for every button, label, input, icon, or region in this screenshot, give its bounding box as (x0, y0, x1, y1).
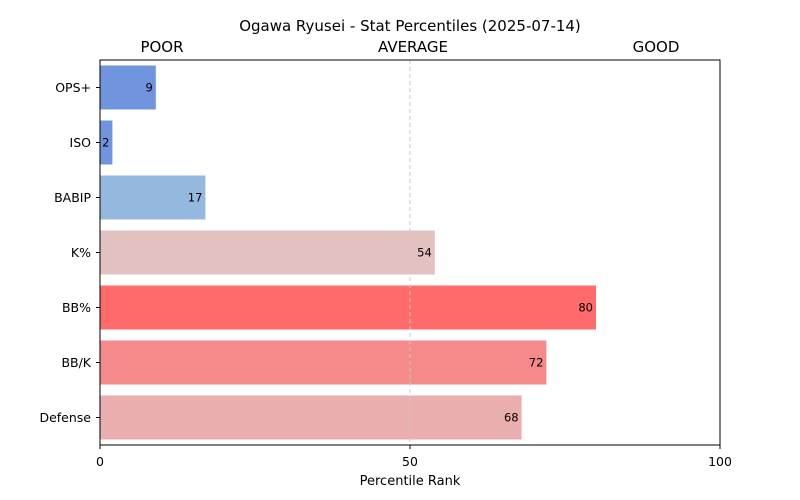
x-tick-label: 0 (96, 454, 104, 469)
x-tick-label: 50 (402, 454, 418, 469)
chart-title: Ogawa Ryusei - Stat Percentiles (2025-07… (239, 17, 581, 35)
bar-ops- (100, 65, 156, 110)
zone-label-good: GOOD (633, 38, 680, 56)
x-axis-label: Percentile Rank (360, 474, 461, 489)
y-tick-label: BB/K (61, 355, 91, 370)
y-tick-label: Defense (39, 410, 91, 425)
bar-babip (100, 175, 206, 220)
y-tick-label: BB% (62, 300, 91, 315)
bar-value-label: 68 (504, 411, 519, 425)
bar-value-label: 54 (417, 246, 432, 260)
bars-layer: 9 2 17 54 80 72 68 (100, 65, 596, 440)
x-axis: 0 50 100 (96, 445, 732, 469)
bar-value-label: 72 (529, 356, 544, 370)
bar-bb- (100, 285, 596, 330)
bar-value-label: 80 (578, 301, 593, 315)
bar-defense (100, 395, 522, 440)
y-tick-label: ISO (70, 135, 92, 150)
y-tick-label: BABIP (54, 190, 91, 205)
bar-bb-k (100, 340, 547, 385)
x-tick-label: 100 (708, 454, 732, 469)
bar-value-label: 9 (145, 81, 152, 95)
y-tick-label: OPS+ (55, 80, 91, 95)
zone-label-average: AVERAGE (378, 38, 448, 56)
y-tick-label: K% (71, 245, 91, 260)
bar-iso (100, 120, 113, 165)
bar-k- (100, 230, 435, 275)
bar-value-label: 2 (102, 136, 109, 150)
bar-value-label: 17 (188, 191, 203, 205)
zone-label-poor: POOR (140, 38, 183, 56)
y-axis: OPS+ ISO BABIP K% BB% BB/K Defense (39, 80, 100, 425)
